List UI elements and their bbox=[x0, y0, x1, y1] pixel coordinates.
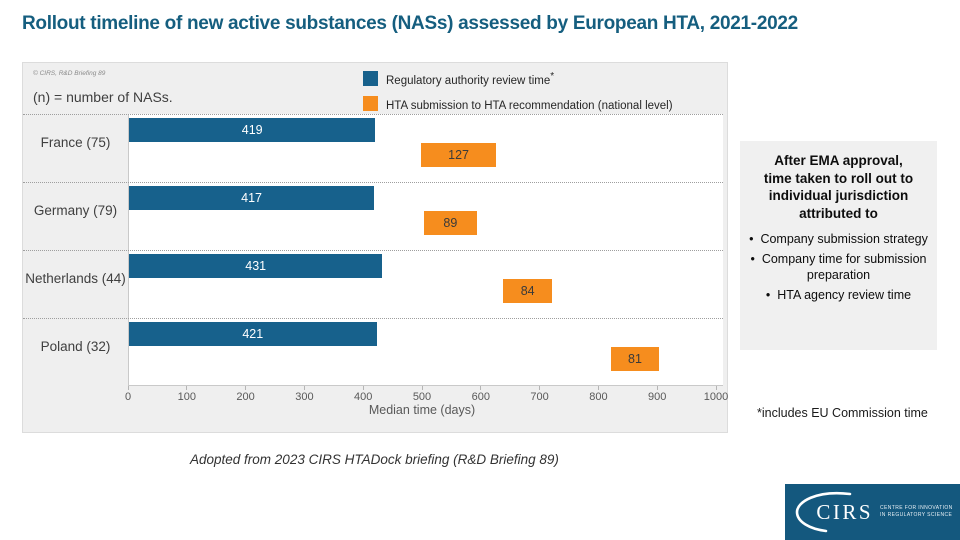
info-bullet-item: Company time for submission preparation bbox=[748, 251, 929, 284]
category-label: Netherlands (44) bbox=[25, 271, 126, 286]
x-axis-tick-label: 300 bbox=[295, 391, 314, 403]
x-axis-tick bbox=[539, 386, 541, 390]
x-axis-tick bbox=[245, 386, 247, 390]
nas-count-note: (n) = number of NASs. bbox=[33, 89, 173, 105]
x-axis-tick bbox=[362, 386, 364, 390]
bar-value-label: 89 bbox=[443, 216, 458, 230]
cirs-logo: CIRS Centre for Innovation in Regulatory… bbox=[785, 484, 960, 540]
x-axis-tick bbox=[597, 386, 599, 390]
x-axis-tick bbox=[186, 386, 188, 390]
logo-tagline: Centre for Innovation in Regulatory Scie… bbox=[880, 504, 953, 519]
source-caption: Adopted from 2023 CIRS HTADock briefing … bbox=[190, 452, 559, 467]
x-axis-tick-label: 100 bbox=[177, 391, 196, 403]
x-axis-tick-label: 0 bbox=[124, 391, 132, 403]
page-title: Rollout timeline of new active substance… bbox=[22, 13, 798, 34]
info-heading-line: time taken to roll out to bbox=[763, 170, 914, 186]
cirs-logo-inner: CIRS Centre for Innovation in Regulatory… bbox=[792, 490, 952, 534]
legend-item-regulatory: Regulatory authority review time* bbox=[363, 71, 673, 87]
category-label: Poland (32) bbox=[40, 339, 111, 354]
row-separator bbox=[23, 182, 723, 183]
x-axis-tick bbox=[715, 386, 717, 390]
row-separator bbox=[23, 114, 723, 115]
chart-panel: © CIRS, R&D Briefing 89 (n) = number of … bbox=[22, 62, 728, 433]
x-axis-tick-label: 200 bbox=[236, 391, 255, 403]
x-axis-tick-label: 600 bbox=[471, 391, 490, 403]
footnote: *includes EU Commission time bbox=[757, 406, 928, 420]
copyright-note: © CIRS, R&D Briefing 89 bbox=[33, 70, 106, 77]
x-axis-title: Median time (days) bbox=[368, 403, 476, 417]
legend-swatch bbox=[363, 96, 378, 112]
bar-regulatory-review: 419 bbox=[129, 118, 376, 142]
bar-value-label: 127 bbox=[448, 148, 469, 162]
category-label: France (75) bbox=[40, 135, 111, 150]
info-heading-line: individual jurisdiction bbox=[768, 188, 909, 204]
x-axis-tick bbox=[480, 386, 482, 390]
x-axis-tick-label: 500 bbox=[412, 391, 432, 403]
x-axis-tick bbox=[421, 386, 423, 390]
x-axis-tick bbox=[656, 386, 658, 390]
logo-wordmark: CIRS bbox=[816, 499, 873, 524]
bar-regulatory-review: 417 bbox=[129, 186, 375, 210]
category-label: Germany (79) bbox=[33, 203, 118, 218]
legend-label: HTA submission to HTA recommendation (na… bbox=[386, 99, 673, 112]
x-axis-tick-label: 1000 bbox=[703, 391, 729, 403]
info-box-bullets: Company submission strategy Company time … bbox=[748, 231, 929, 303]
x-axis-tick-label: 800 bbox=[589, 391, 608, 403]
info-box: After EMA approval, time taken to roll ou… bbox=[740, 141, 937, 350]
bar-value-label: 81 bbox=[628, 352, 642, 366]
info-box-heading: After EMA approval, time taken to roll ou… bbox=[748, 152, 929, 222]
bar-hta-submission: 127 bbox=[421, 143, 496, 167]
info-heading-line: After EMA approval, bbox=[774, 153, 903, 168]
legend-label: Regulatory authority review time* bbox=[386, 71, 555, 87]
bar-value-label: 431 bbox=[245, 259, 267, 273]
x-axis-tick bbox=[127, 386, 129, 390]
legend-swatch bbox=[363, 71, 378, 87]
row-separator bbox=[23, 318, 723, 319]
info-bullet-item: Company submission strategy bbox=[748, 231, 929, 248]
legend-item-hta: HTA submission to HTA recommendation (na… bbox=[363, 96, 673, 112]
bar-hta-submission: 84 bbox=[502, 279, 553, 303]
bar-regulatory-review: 431 bbox=[129, 254, 383, 278]
bar-value-label: 417 bbox=[241, 191, 263, 205]
bar-value-label: 421 bbox=[242, 327, 264, 341]
bar-regulatory-review: 421 bbox=[129, 322, 377, 346]
x-axis-tick-label: 900 bbox=[648, 391, 667, 403]
bar-hta-submission: 89 bbox=[424, 211, 477, 235]
logo-swoosh-icon bbox=[796, 491, 852, 533]
x-axis-tick bbox=[303, 386, 305, 390]
bar-value-label: 419 bbox=[241, 123, 263, 137]
row-separator bbox=[23, 250, 723, 251]
x-axis-tick-label: 400 bbox=[354, 391, 373, 403]
bar-hta-submission: 81 bbox=[611, 347, 659, 371]
x-axis-tick-label: 700 bbox=[530, 391, 549, 403]
bar-value-label: 84 bbox=[520, 284, 535, 298]
info-bullet-item: HTA agency review time bbox=[748, 287, 929, 304]
info-heading-line: attributed to bbox=[799, 205, 878, 221]
chart-legend: Regulatory authority review time* HTA su… bbox=[363, 71, 673, 121]
